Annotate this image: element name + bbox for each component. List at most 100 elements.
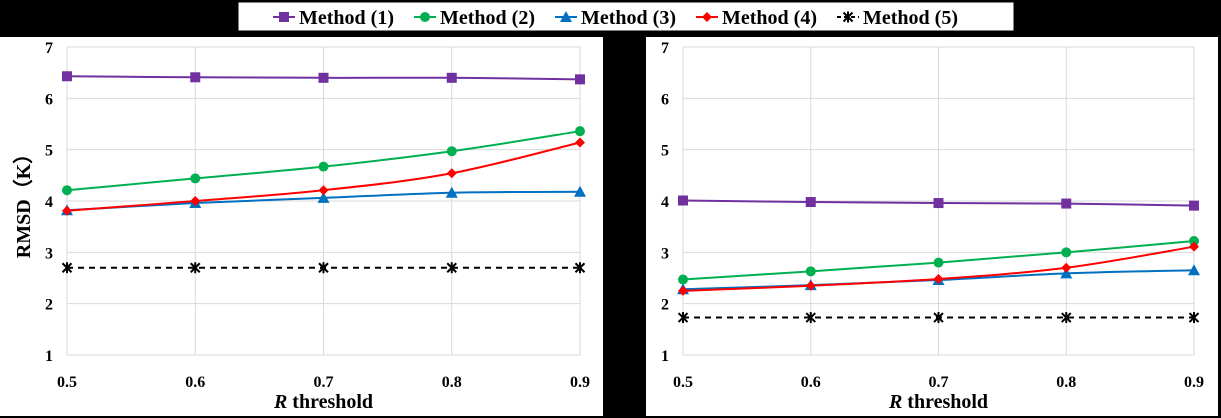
y-tick-label: 7: [661, 40, 669, 57]
data-point: [1188, 264, 1200, 276]
y-tick-label: 1: [661, 348, 669, 365]
data-point: [678, 195, 688, 206]
x-tick-label: 0.5: [673, 374, 693, 391]
data-point: [190, 173, 201, 184]
series-5: [677, 312, 1200, 324]
series-5: [61, 262, 586, 274]
chart-panel-1: 1 2 3 4 5 6 7 0.5 0.6 0.7 0.8 0.9 R threshold RMSD（K）: [0, 37, 603, 416]
data-point: [62, 205, 72, 216]
legend-label: Method (2): [440, 7, 535, 29]
data-point: [318, 161, 329, 172]
x-tick-label: 0.7: [929, 374, 949, 391]
x-axis-title-variable: R: [273, 391, 287, 413]
series-2: [678, 236, 1199, 285]
y-tick-label: 2: [45, 297, 53, 314]
x-tick-label: 0.9: [1184, 374, 1204, 391]
legend-item: Method (4): [696, 7, 817, 29]
data-point: [678, 274, 688, 285]
legend-marker: [420, 12, 430, 22]
data-point: [446, 262, 457, 274]
y-tick-label: 4: [661, 194, 669, 211]
data-point: [575, 137, 585, 148]
legend-marker: [279, 12, 289, 22]
data-point: [445, 186, 458, 198]
x-tick-label: 0.7: [314, 374, 334, 391]
y-axis-title: RMSD（K）: [12, 144, 35, 258]
y-tick-label: 6: [45, 91, 53, 108]
x-tick-label: 0.8: [442, 374, 462, 391]
legend: Method (1) Method (2) Method (3) Method (4)…: [237, 1, 1015, 32]
x-axis-title: R threshold: [273, 391, 373, 413]
chart-panel-2: 1 2 3 4 5 6 7 0.5 0.6 0.7 0.8 0.9 R threshold: [646, 37, 1218, 416]
data-point: [190, 262, 201, 274]
data-point: [61, 262, 73, 274]
series-1: [678, 195, 1199, 211]
y-tick-label: 2: [661, 297, 669, 314]
legend-box: [237, 1, 1015, 32]
data-point: [805, 312, 816, 324]
data-point: [1189, 241, 1199, 252]
data-point: [317, 191, 330, 203]
data-point: [190, 72, 201, 83]
data-point: [933, 257, 944, 268]
x-tick-label: 0.6: [185, 374, 205, 391]
data-point: [678, 285, 688, 296]
legend-label: Method (3): [581, 7, 676, 29]
data-point: [933, 312, 944, 324]
y-tick-label: 3: [45, 245, 53, 262]
series-1: [62, 71, 585, 85]
y-tick-label: 4: [45, 194, 53, 211]
legend-label: Method (1): [299, 7, 394, 29]
panel-background: [0, 37, 603, 416]
data-point: [1061, 247, 1072, 258]
data-point: [805, 266, 816, 277]
x-tick-label: 0.5: [57, 374, 77, 391]
y-tick-label: 7: [45, 40, 53, 57]
data-point: [574, 262, 586, 274]
y-tick-label: 3: [661, 245, 669, 262]
legend-item: Method (5): [837, 7, 958, 29]
data-point: [446, 72, 457, 83]
data-point: [62, 185, 72, 196]
data-point: [62, 71, 72, 82]
data-point: [318, 262, 329, 274]
series-2: [62, 126, 585, 196]
series-4: [678, 241, 1199, 296]
y-tick-label: 5: [661, 143, 669, 160]
series-4: [62, 137, 585, 216]
y-tick-label: 5: [45, 143, 53, 160]
x-axis-title: R threshold: [888, 391, 988, 413]
legend-item: Method (3): [555, 7, 676, 29]
data-point: [575, 126, 585, 137]
legend-marker: [702, 12, 712, 22]
data-point: [1061, 198, 1072, 209]
legend-marker: [560, 11, 572, 22]
data-point: [677, 312, 689, 324]
data-point: [805, 280, 816, 291]
data-point: [318, 185, 329, 196]
legend-marker: [842, 11, 854, 23]
data-point: [1188, 312, 1200, 324]
data-point: [1060, 267, 1073, 279]
y-tick-label: 1: [45, 348, 53, 365]
data-point: [1061, 262, 1072, 273]
data-point: [575, 74, 585, 85]
data-point: [1061, 312, 1072, 324]
data-point: [190, 196, 201, 206]
x-axis-title-text: threshold: [287, 391, 373, 413]
data-point: [1189, 236, 1199, 247]
data-point: [805, 197, 816, 208]
x-tick-label: 0.9: [570, 374, 590, 391]
x-axis-title-text: threshold: [902, 391, 988, 413]
x-axis-title-variable: R: [888, 391, 902, 413]
y-tick-label: 6: [661, 91, 669, 108]
data-point: [318, 72, 329, 83]
legend-item: Method (1): [273, 7, 394, 29]
x-tick-label: 0.6: [801, 374, 821, 391]
data-point: [1189, 200, 1199, 211]
x-tick-label: 0.8: [1056, 374, 1076, 391]
legend-item: Method (2): [414, 7, 535, 29]
legend-label: Method (5): [863, 7, 958, 29]
